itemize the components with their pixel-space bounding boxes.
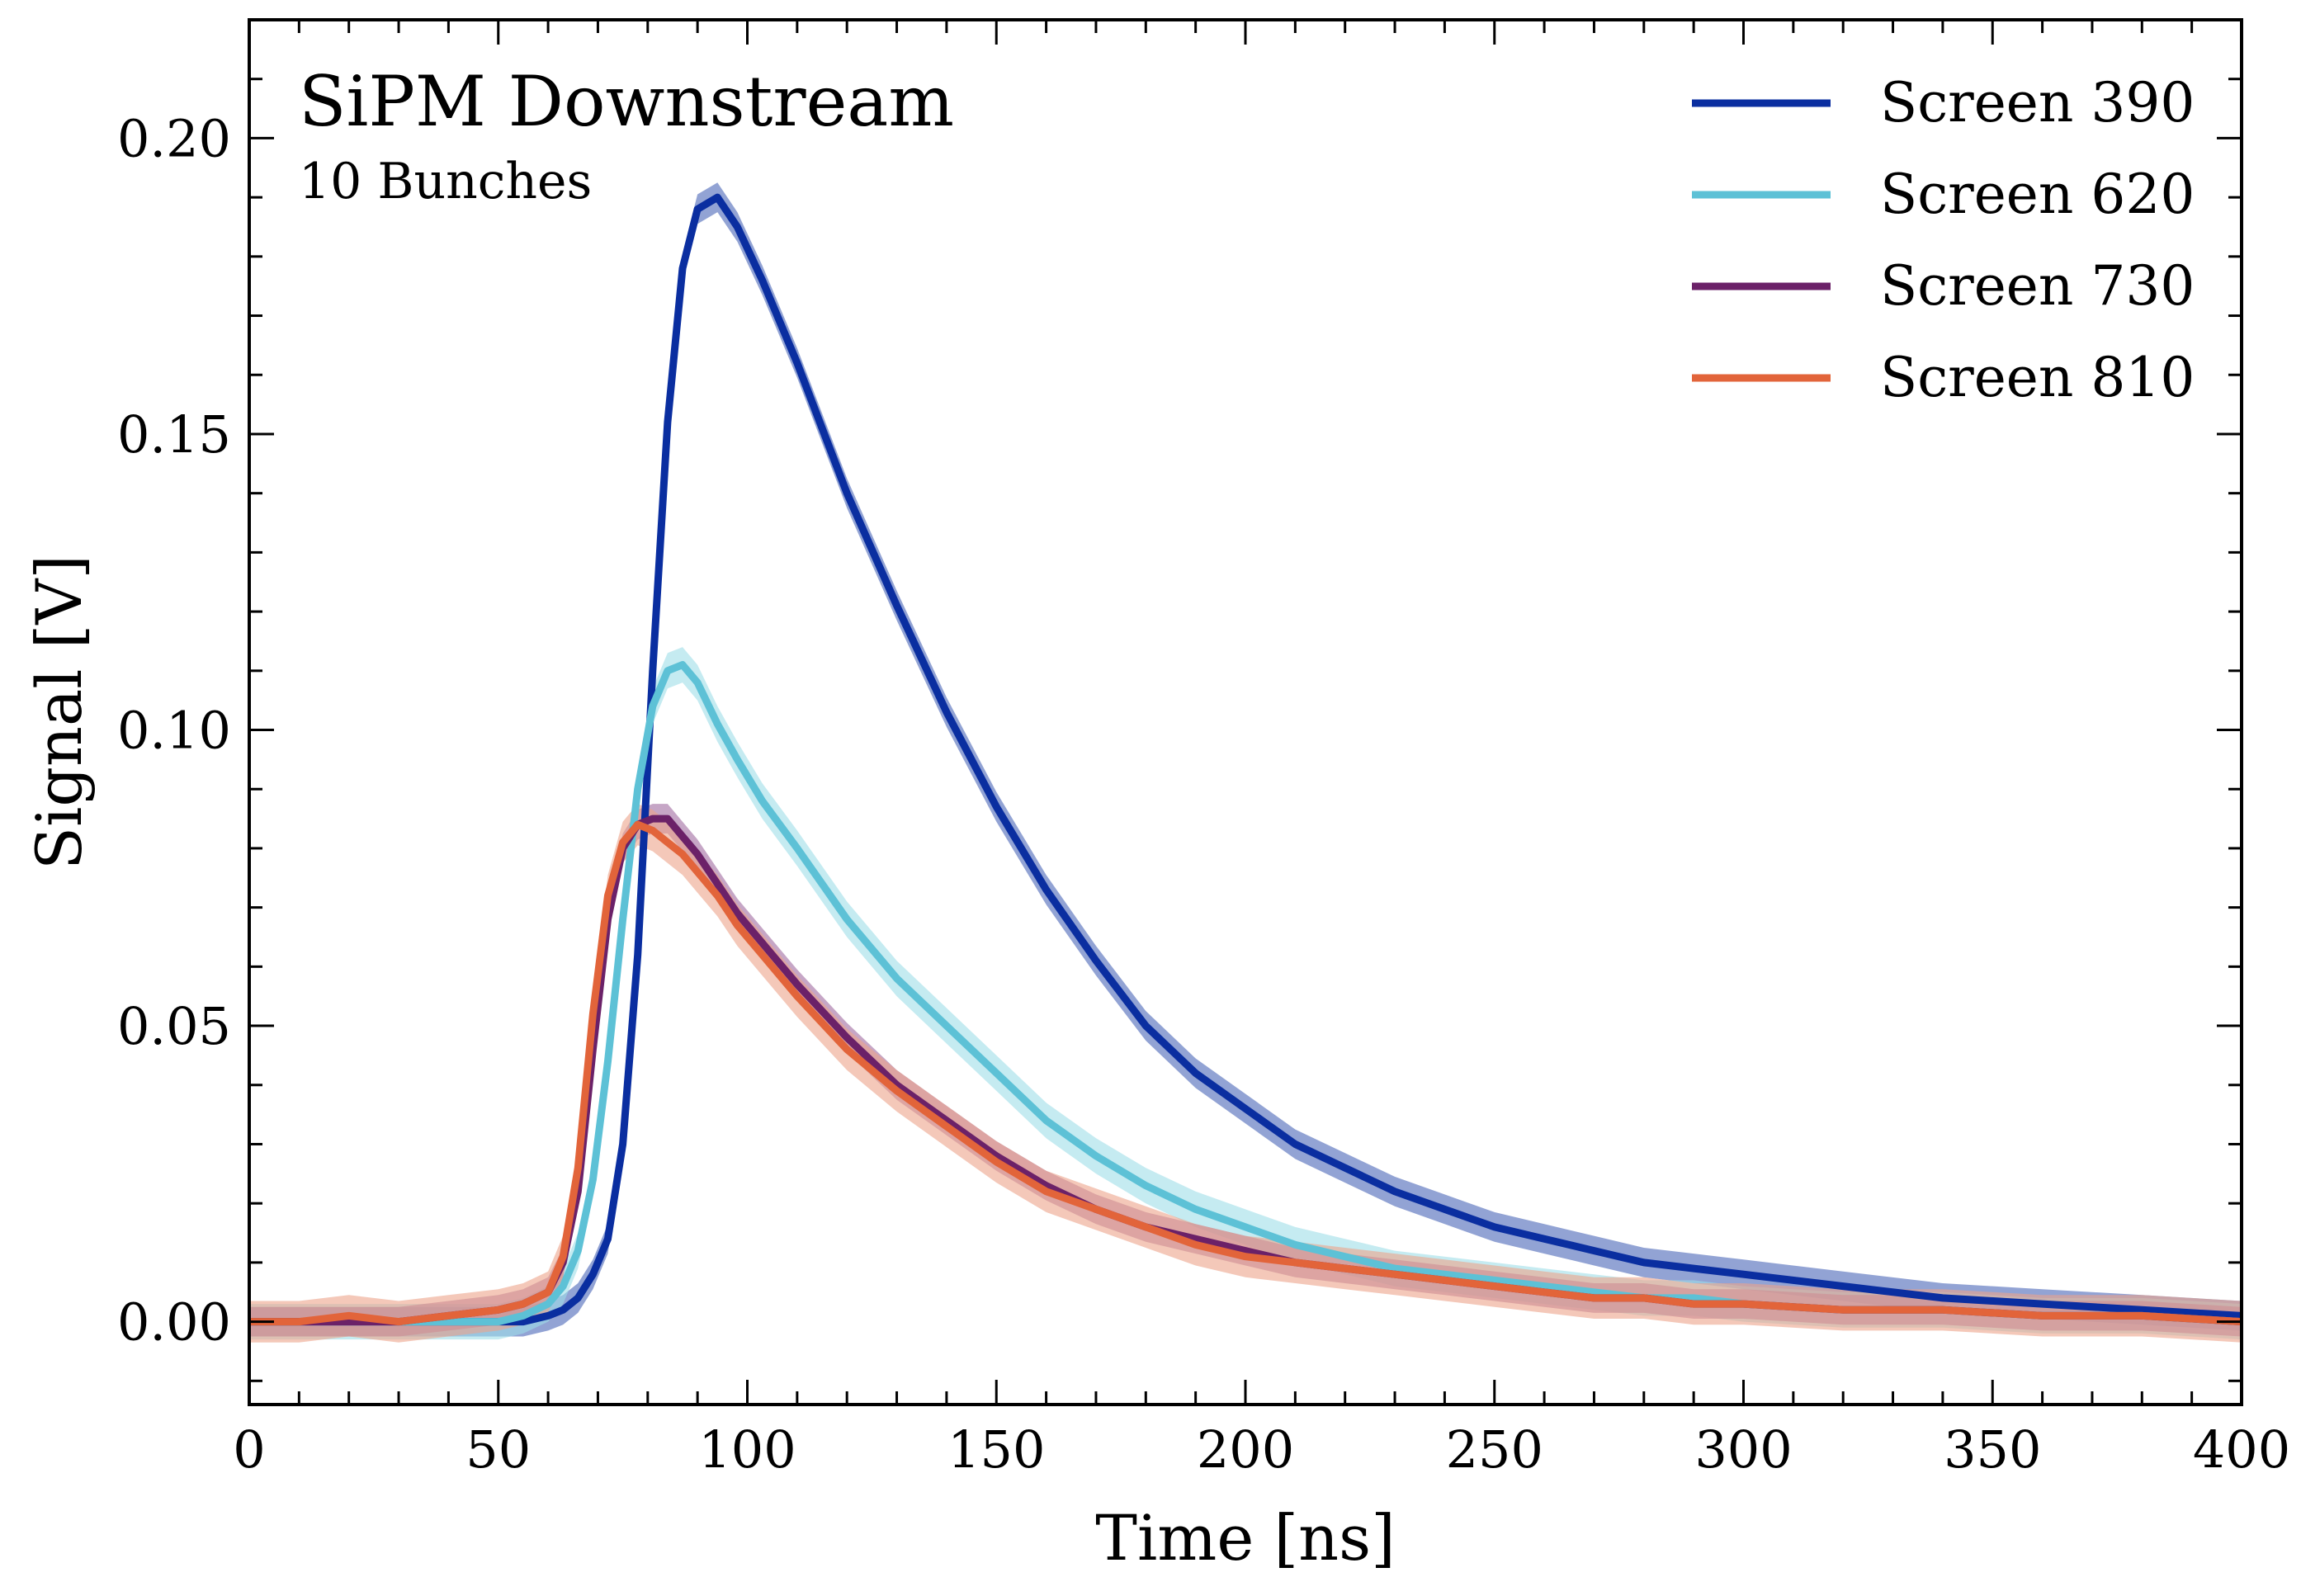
x-tick-label: 50 (465, 1419, 531, 1480)
y-tick-label: 0.20 (117, 108, 231, 168)
x-tick-label: 250 (1446, 1419, 1543, 1480)
legend-label-2: Screen 730 (1880, 254, 2195, 318)
y-axis-title: Signal [V] (22, 555, 96, 870)
plot-area (249, 20, 2242, 1405)
y-tick-label: 0.00 (117, 1292, 231, 1353)
chart-subtitle: 10 Bunches (299, 153, 592, 210)
series-lines (249, 193, 2242, 1326)
x-tick-label: 0 (233, 1419, 265, 1480)
axis-ticks (248, 18, 2243, 1405)
x-axis-title: Time [ns] (1095, 1501, 1395, 1575)
x-tick-labels: 0 50 100 150 200 250 300 350 400 (233, 1419, 2290, 1480)
legend-label-0: Screen 390 (1880, 71, 2195, 135)
chart-title: SiPM Downstream (299, 61, 954, 142)
plot-frame (248, 18, 2243, 1406)
x-tick-label: 300 (1694, 1419, 1792, 1480)
x-tick-label: 150 (947, 1419, 1045, 1480)
x-tick-label: 200 (1197, 1419, 1294, 1480)
y-tick-labels: 0.00 0.05 0.10 0.15 0.20 (117, 108, 231, 1352)
legend-label-3: Screen 810 (1880, 346, 2195, 409)
legend-label-1: Screen 620 (1880, 163, 2195, 226)
y-tick-label: 0.15 (117, 404, 231, 465)
x-tick-label: 350 (1944, 1419, 2041, 1480)
line-series-3 (249, 820, 2242, 1326)
x-tick-label: 100 (698, 1419, 796, 1480)
legend: Screen 390 Screen 620 Screen 730 Screen 810 (1692, 71, 2195, 409)
line-series-0 (249, 193, 2242, 1326)
y-tick-label: 0.10 (117, 701, 231, 761)
y-tick-label: 0.05 (117, 996, 231, 1056)
x-tick-label: 400 (2193, 1419, 2290, 1480)
